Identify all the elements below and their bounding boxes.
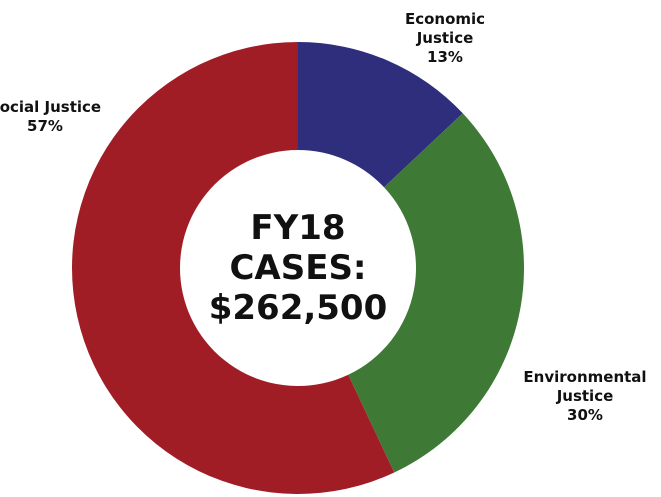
value-label: 13%	[427, 48, 463, 66]
slice	[298, 42, 463, 188]
slice-label: Social Justice 57%	[0, 98, 110, 136]
value-label: 57%	[27, 117, 63, 135]
category: Environmental Justice	[523, 368, 647, 405]
slice	[71, 41, 395, 494]
center-label: FY18 CASES: $262,500	[208, 208, 388, 328]
category: Economic Justice	[404, 10, 486, 47]
category: Social Justice	[0, 98, 102, 116]
slice-label: Environmental Justice 30%	[520, 368, 650, 425]
slice	[348, 113, 524, 473]
slice-label: Economic Justice 13%	[380, 10, 510, 67]
value-label: 30%	[567, 406, 603, 424]
